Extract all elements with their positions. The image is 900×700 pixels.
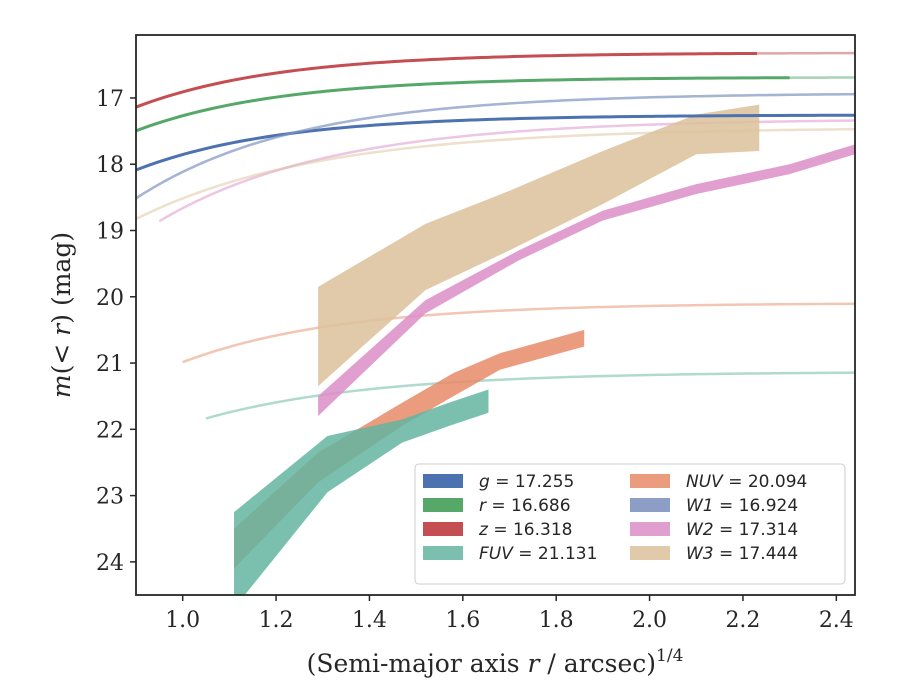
x-tick-label: 2.2 xyxy=(725,608,760,633)
data-bands xyxy=(234,104,855,595)
y-tick-label: 24 xyxy=(96,551,124,576)
legend: g = 17.255 r = 16.686 z = 16.318 FUV = 21.1… xyxy=(414,463,846,585)
data-line-z xyxy=(136,51,757,109)
legend-item-w2: W2 = 17.314 xyxy=(630,520,798,540)
fit-curve-nuv xyxy=(182,302,855,364)
legend-label: FUV = 21.131 xyxy=(479,544,597,564)
legend-swatch xyxy=(630,546,670,560)
data-line-w1 xyxy=(136,92,855,200)
legend-label: W1 = 16.924 xyxy=(686,496,798,516)
data-line-g xyxy=(136,113,855,172)
legend-swatch xyxy=(423,474,463,488)
y-tick-label: 19 xyxy=(96,220,124,245)
legend-swatch xyxy=(423,498,463,512)
plot-frame xyxy=(135,34,856,596)
y-tick-label: 21 xyxy=(96,352,124,377)
band-nuv xyxy=(234,329,585,569)
y-tick-label: 23 xyxy=(96,485,124,510)
x-tick-label: 1.0 xyxy=(165,608,200,633)
legend-label: W3 = 17.444 xyxy=(686,544,798,564)
x-tick-label: 2.4 xyxy=(819,608,854,633)
x-tick-label: 1.8 xyxy=(539,608,574,633)
data-line-r xyxy=(136,76,790,133)
y-axis-ticks: 17 18 19 20 21 22 23 24 xyxy=(96,87,136,576)
y-tick-label: 22 xyxy=(96,418,124,443)
legend-item-r: r = 16.686 xyxy=(423,496,571,516)
legend-swatch xyxy=(630,522,670,536)
legend-label: W2 = 17.314 xyxy=(686,520,798,540)
legend-swatch xyxy=(423,546,463,560)
x-tick-label: 1.6 xyxy=(445,608,480,633)
legend-swatch xyxy=(630,498,670,512)
x-tick-label: 2.0 xyxy=(632,608,667,633)
y-tick-label: 20 xyxy=(96,286,124,311)
legend-item-g: g = 17.255 xyxy=(423,472,574,492)
x-axis-label: (Semi-major axis r / arcsec)1/4 xyxy=(307,646,684,678)
legend-item-w1: W1 = 16.924 xyxy=(630,496,798,516)
y-axis-label: m(< r) (mag) xyxy=(47,232,76,398)
x-tick-label: 1.2 xyxy=(259,608,294,633)
fit-curve-fuv xyxy=(205,371,855,420)
legend-label: NUV = 20.094 xyxy=(686,472,807,492)
y-tick-label: 18 xyxy=(96,153,124,178)
legend-item-fuv: FUV = 21.131 xyxy=(423,544,597,564)
y-tick-label: 17 xyxy=(96,87,124,112)
legend-item-w3: W3 = 17.444 xyxy=(630,544,798,564)
band-fuv xyxy=(234,389,489,595)
legend-label: z = 16.318 xyxy=(478,520,572,540)
data-lines xyxy=(136,51,855,200)
legend-item-nuv: NUV = 20.094 xyxy=(630,472,807,492)
legend-swatch xyxy=(630,474,670,488)
band-w3 xyxy=(318,104,760,387)
x-axis-ticks: 1.0 1.2 1.4 1.6 1.8 2.0 2.2 2.4 xyxy=(165,595,854,633)
legend-label: g = 17.255 xyxy=(479,472,574,492)
legend-label: r = 16.686 xyxy=(479,496,571,516)
legend-item-z: z = 16.318 xyxy=(423,520,572,540)
legend-swatch xyxy=(423,522,463,536)
x-tick-label: 1.4 xyxy=(352,608,387,633)
